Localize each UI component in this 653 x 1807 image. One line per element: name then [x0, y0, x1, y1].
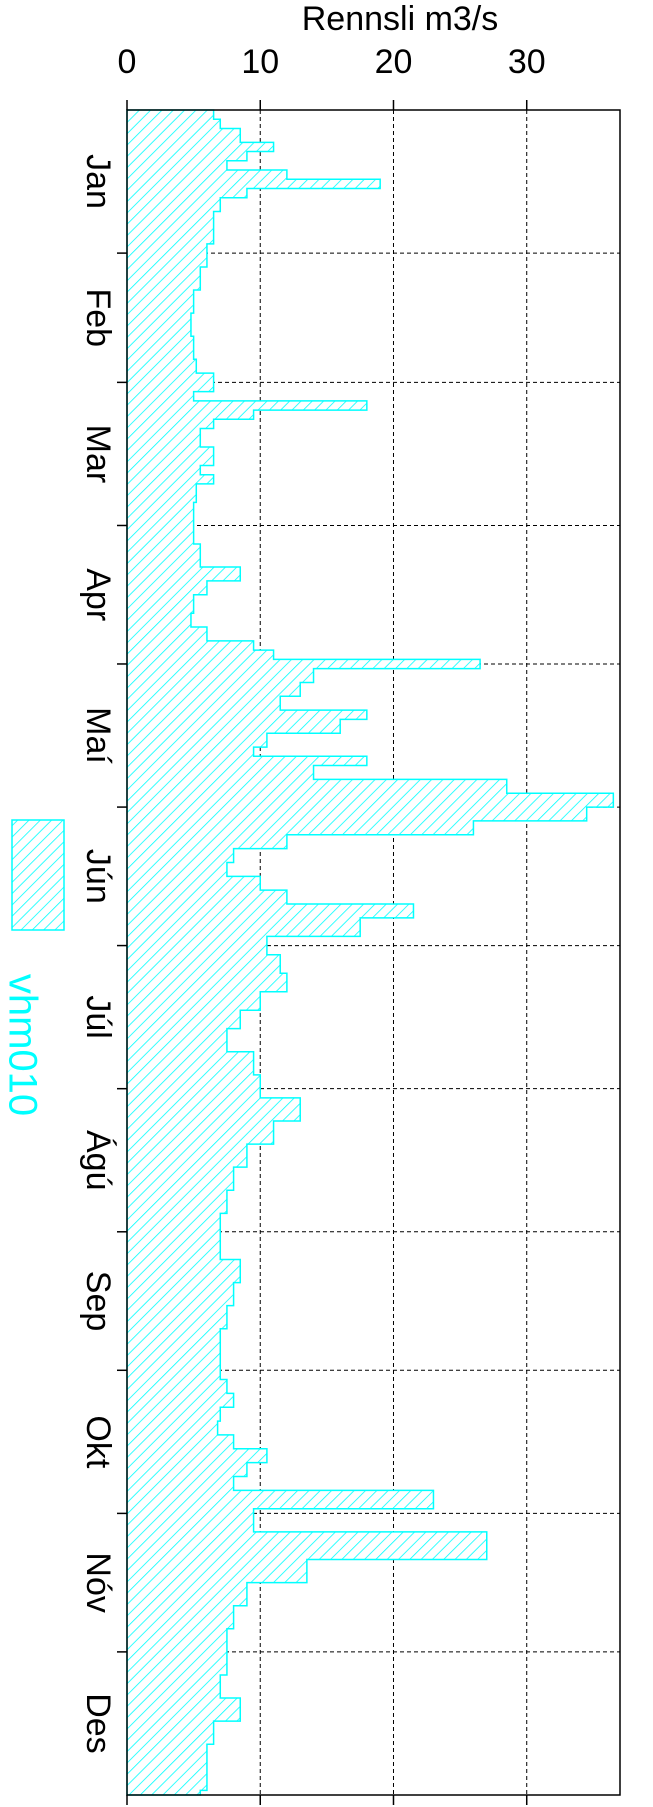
y-category-label: Apr: [79, 568, 117, 621]
y-axis-categories: Jan Feb Mar Apr Maí Jún Júl Ágú Sep Okt Nóv Des: [79, 154, 127, 1754]
x-tick-label: 20: [375, 43, 413, 81]
y-category-label: Jan: [79, 154, 117, 209]
legend-swatch-vhm010: [11, 819, 65, 931]
y-category-label: Ágú: [79, 1130, 117, 1191]
y-category-label: Des: [79, 1693, 117, 1753]
x-axis-ticks: 0 10 20 30: [118, 43, 546, 1805]
x-tick-label: 0: [118, 43, 137, 81]
series-area-vhm010: [126, 109, 615, 1796]
y-category-label: Feb: [79, 288, 117, 347]
y-category-label: Okt: [79, 1415, 117, 1468]
y-category-label: Sep: [79, 1271, 117, 1332]
y-category-label: Maí: [79, 707, 117, 764]
legend: vhm010: [0, 819, 65, 1116]
legend-label-vhm010: vhm010: [0, 974, 44, 1116]
x-tick-label: 10: [241, 43, 279, 81]
y-category-label: Mar: [79, 425, 117, 484]
plot-frame: [126, 109, 621, 1796]
x-tick-label: 30: [508, 43, 546, 81]
y-category-label: Júl: [79, 995, 117, 1038]
x-axis-label: Rennsli m3/s: [302, 0, 499, 38]
y-category-label: Jún: [79, 849, 117, 904]
y-category-label: Nóv: [79, 1552, 117, 1612]
